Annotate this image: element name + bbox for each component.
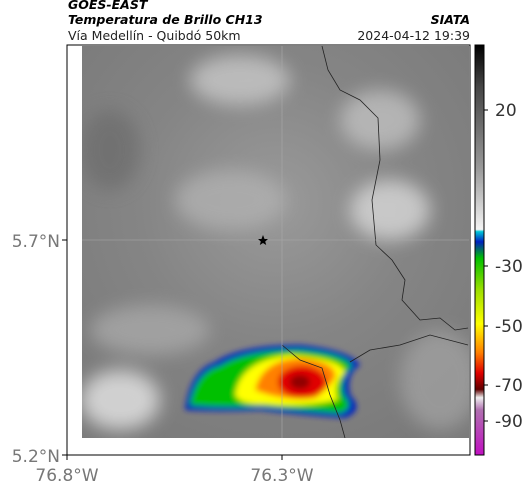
lon-label: 76.3°W [250,466,313,486]
lon-label: 76.8°W [35,466,98,486]
agency: SIATA [431,12,470,27]
lat-label: 5.7°N [12,232,60,252]
region: Vía Medellín - Quibdó 50km [68,28,241,43]
timestamp: 2024-04-12 19:39 [357,28,470,43]
colorbar-label: -30 [495,257,523,277]
satellite-image [82,46,469,438]
product: Temperatura de Brillo CH13 [68,12,263,27]
map-frame [66,44,471,456]
colorbar-label: 20 [495,101,517,121]
colorbar-label: -70 [495,376,523,396]
colorbar [474,44,485,456]
colorbar-label: -50 [495,317,523,337]
lat-label: 5.2°N [12,447,60,467]
satellite: GOES-EAST [68,0,149,12]
colorbar-label: -90 [495,412,523,432]
